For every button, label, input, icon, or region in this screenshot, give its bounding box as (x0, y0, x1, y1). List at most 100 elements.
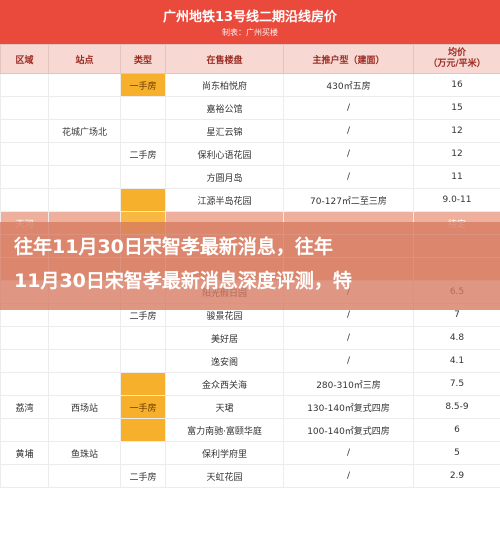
price-cell: 2.9 (413, 464, 500, 488)
area-cell (0, 464, 49, 488)
table-row: 一手房 尚东柏悦府 430㎡五房 16 (0, 73, 500, 97)
station-cell: 花城广场北 (48, 119, 121, 143)
project-cell: 星汇云锦 (165, 119, 284, 143)
table-row: 荔湾 西场站 一手房 天珺 130-140㎡复式四房 8.5-9 (0, 395, 500, 419)
unit-cell: / (283, 165, 414, 189)
table-row: 方圆月岛/11 (0, 165, 500, 189)
type-cell (120, 326, 166, 350)
area-cell (0, 142, 49, 166)
table-row: 江源半岛花园 70-127㎡二至三房 9.0-11 (0, 188, 500, 212)
type-cell (120, 165, 166, 189)
project-cell: 天珺 (165, 395, 284, 419)
area-cell (0, 326, 49, 350)
table-row: 金众西关海 280-310㎡三房 7.5 (0, 372, 500, 396)
type-cell (120, 96, 166, 120)
headline-line-1: 往年11月30日宋智孝最新消息，往年 (14, 236, 333, 258)
col-price: 均价 （万元/平米） (413, 44, 500, 74)
unit-cell: 100-140㎡复式四房 (283, 418, 414, 442)
station-cell (48, 188, 121, 212)
col-station: 站点 (48, 44, 121, 74)
station-cell (48, 142, 121, 166)
price-cell: 12 (413, 142, 500, 166)
price-cell: 4.1 (413, 349, 500, 373)
type-cell (120, 119, 166, 143)
price-cell: 11 (413, 165, 500, 189)
table-row: 花城广场北 星汇云锦/12 (0, 119, 500, 143)
station-cell: 鱼珠站 (48, 441, 121, 465)
table-row: 二手房 保利心语花园/12 (0, 142, 500, 166)
headline-line-2: 11月30日宋智孝最新消息深度评测，特 (14, 270, 352, 292)
type-cell (120, 349, 166, 373)
unit-cell: 130-140㎡复式四房 (283, 395, 414, 419)
unit-cell: / (283, 142, 414, 166)
area-cell (0, 73, 49, 97)
unit-cell: 70-127㎡二至三房 (283, 188, 414, 212)
table-row: 黄埔 鱼珠站 保利学府里/5 (0, 441, 500, 465)
table-row: 二手房 天虹花园/2.9 (0, 464, 500, 488)
table-row: 逸安阁/4.1 (0, 349, 500, 373)
unit-cell: 280-310㎡三房 (283, 372, 414, 396)
station-cell (48, 73, 121, 97)
area-cell (0, 96, 49, 120)
project-cell: 美好居 (165, 326, 284, 350)
area-cell (0, 349, 49, 373)
station-cell (48, 165, 121, 189)
project-cell: 天虹花园 (165, 464, 284, 488)
price-cell: 4.8 (413, 326, 500, 350)
table-row: 富力南驰·富颐华庭 100-140㎡复式四房 6 (0, 418, 500, 442)
table-row: 嘉裕公馆/15 (0, 96, 500, 120)
page-subtitle: 制表：广州买楼 (222, 28, 278, 37)
type-cell: 二手房 (120, 464, 166, 488)
unit-cell: / (283, 349, 414, 373)
station-cell (48, 418, 121, 442)
col-type: 类型 (120, 44, 166, 74)
col-project: 在售楼盘 (165, 44, 284, 74)
station-cell (48, 349, 121, 373)
type-cell (120, 188, 166, 212)
station-cell (48, 464, 121, 488)
col-unit: 主推户型（建面） (283, 44, 414, 74)
area-cell: 黄埔 (0, 441, 49, 465)
area-cell (0, 188, 49, 212)
station-cell (48, 96, 121, 120)
table-row: 美好居/4.8 (0, 326, 500, 350)
area-cell (0, 372, 49, 396)
price-cell: 9.0-11 (413, 188, 500, 212)
area-cell (0, 418, 49, 442)
project-cell: 尚东柏悦府 (165, 73, 284, 97)
col-area: 区域 (0, 44, 49, 74)
project-cell: 保利心语花园 (165, 142, 284, 166)
page-title: 广州地铁13号线二期沿线房价 (162, 10, 338, 25)
project-cell: 金众西关海 (165, 372, 284, 396)
unit-cell: / (283, 119, 414, 143)
area-cell (0, 119, 49, 143)
station-cell (48, 372, 121, 396)
price-cell: 12 (413, 119, 500, 143)
unit-cell: / (283, 96, 414, 120)
unit-cell: 430㎡五房 (283, 73, 414, 97)
price-cell: 5 (413, 441, 500, 465)
price-cell: 8.5-9 (413, 395, 500, 419)
price-cell: 15 (413, 96, 500, 120)
type-cell (120, 372, 166, 396)
price-cell: 16 (413, 73, 500, 97)
unit-cell: / (283, 326, 414, 350)
price-cell: 7.5 (413, 372, 500, 396)
table-header-row: 区域 站点 类型 在售楼盘 主推户型（建面） 均价 （万元/平米） (0, 44, 500, 74)
unit-cell: / (283, 464, 414, 488)
type-cell (120, 441, 166, 465)
project-cell: 方圆月岛 (165, 165, 284, 189)
type-cell (120, 418, 166, 442)
area-cell: 荔湾 (0, 395, 49, 419)
type-cell: 一手房 (120, 73, 166, 97)
unit-cell: / (283, 441, 414, 465)
price-cell: 6 (413, 418, 500, 442)
area-cell (0, 165, 49, 189)
page-header: 广州地铁13号线二期沿线房价 制表：广州买楼 (0, 0, 500, 44)
station-cell: 西场站 (48, 395, 121, 419)
type-cell: 一手房 (120, 395, 166, 419)
type-cell: 二手房 (120, 142, 166, 166)
project-cell: 保利学府里 (165, 441, 284, 465)
headline-overlay: 往年11月30日宋智孝最新消息，往年 11月30日宋智孝最新消息深度评测，特 (0, 222, 500, 310)
project-cell: 富力南驰·富颐华庭 (165, 418, 284, 442)
